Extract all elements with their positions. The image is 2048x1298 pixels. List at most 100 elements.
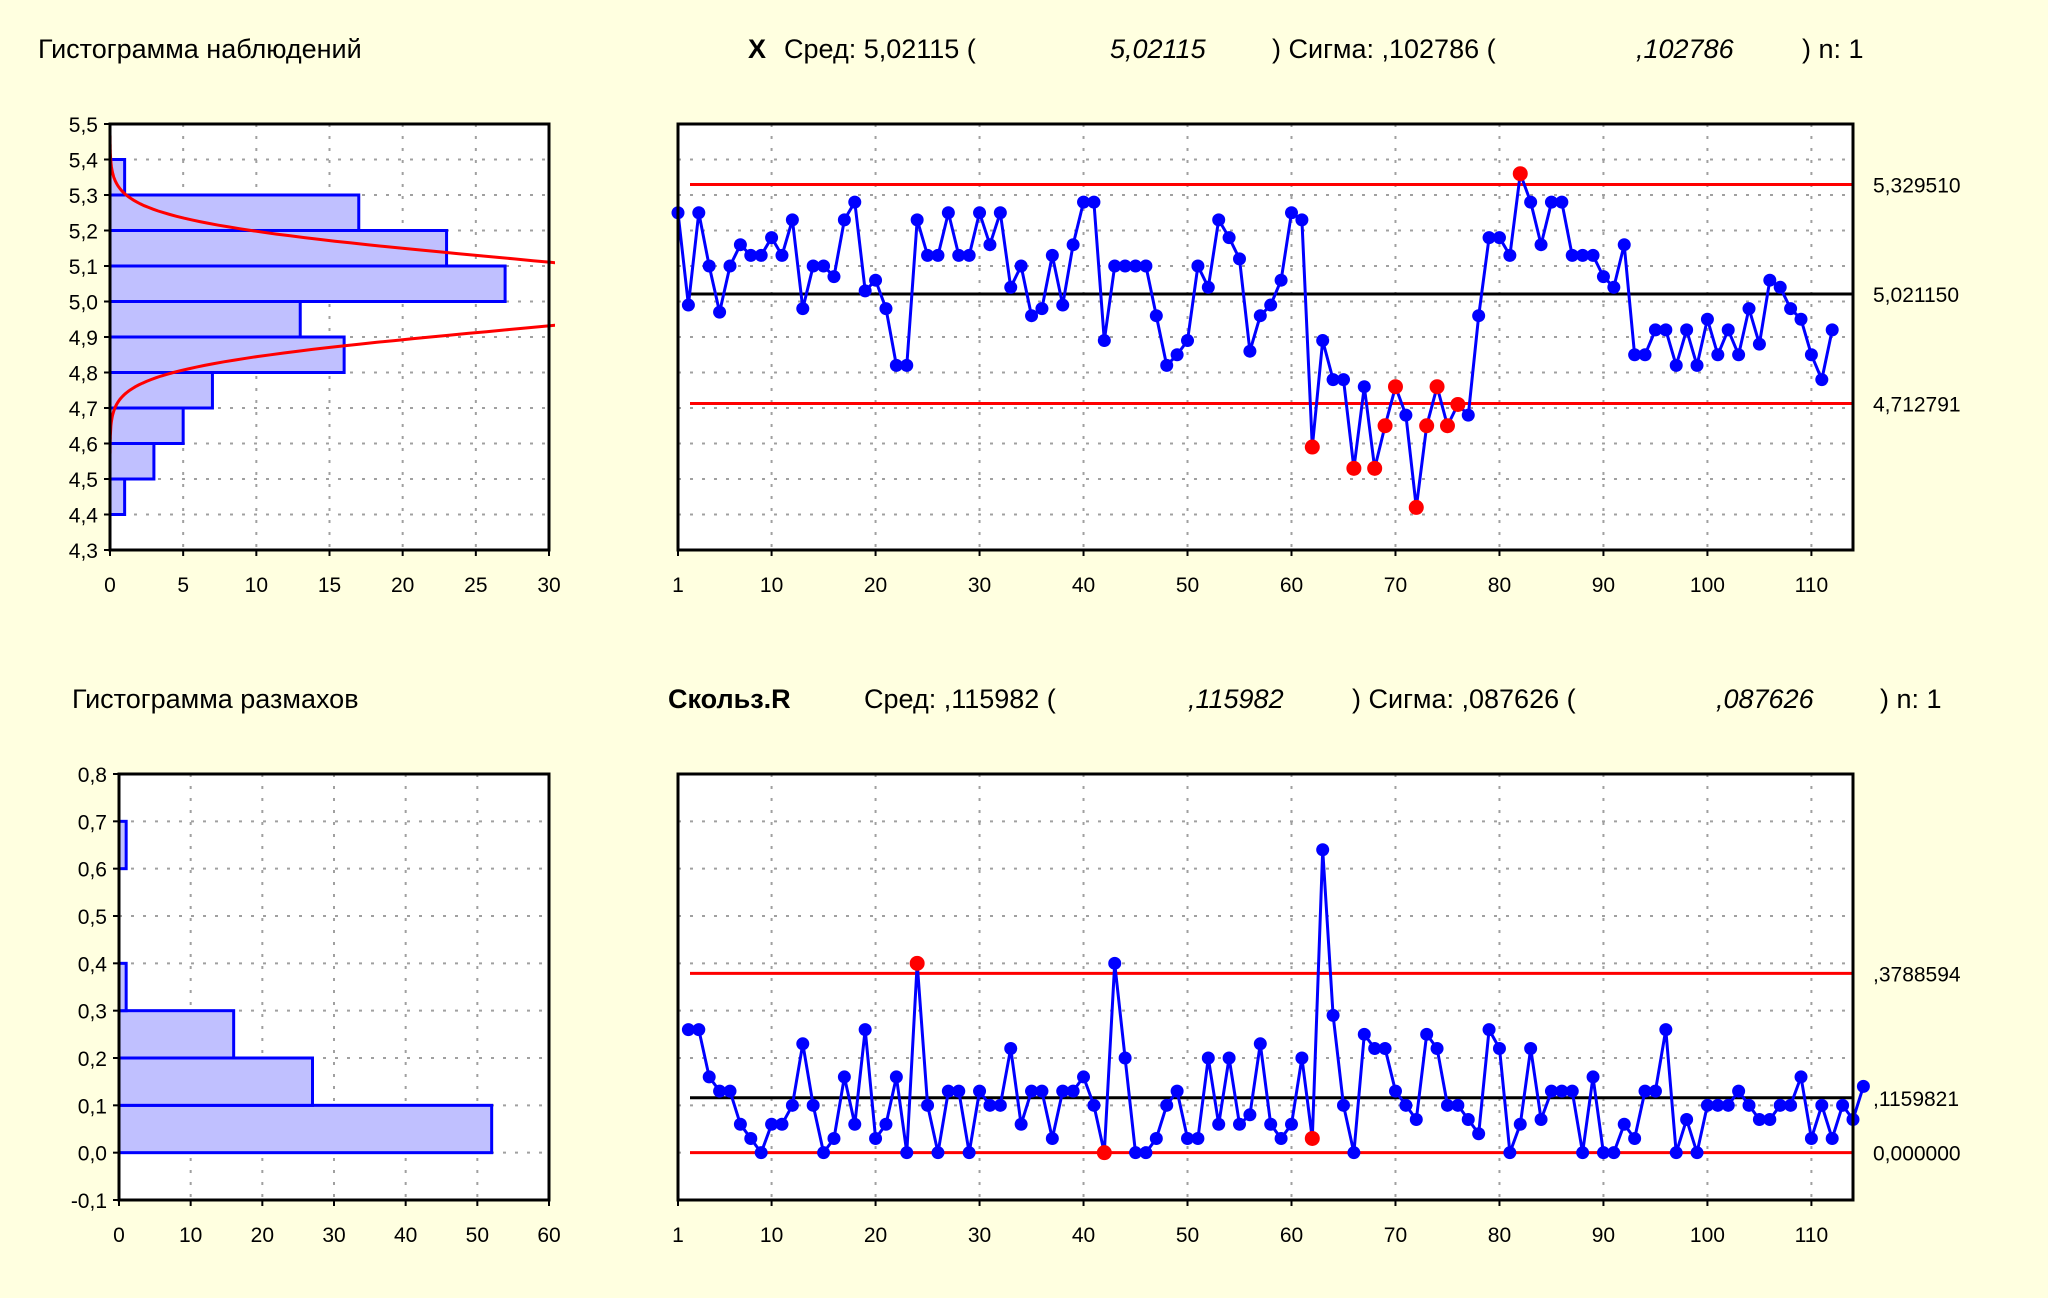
top-x-chart-data-point	[1118, 259, 1132, 273]
bottom-r-chart-xtick-label: 110	[1795, 1224, 1828, 1247]
bottom-r-chart-data-point	[1451, 1098, 1465, 1112]
bottom-r-chart-data-point	[1784, 1098, 1798, 1112]
bottom-r-chart-data-point	[848, 1117, 862, 1131]
top-x-chart-xtick-label: 60	[1280, 574, 1303, 597]
top-x-chart-data-point	[1534, 238, 1548, 252]
top-x-chart-data-point	[1004, 280, 1018, 294]
bottom-r-chart-data-point	[1586, 1070, 1600, 1084]
bottom-r-chart-data-point	[931, 1146, 945, 1160]
top-chart-name: X	[748, 34, 766, 64]
bottom-r-chart-data-point	[869, 1131, 883, 1145]
bottom-r-chart-data-point	[1077, 1070, 1091, 1084]
top-histogram-ytick-label: 4,4	[69, 505, 99, 528]
top-histogram-bar	[108, 193, 361, 232]
bottom-r-chart-data-point	[1014, 1117, 1028, 1131]
bottom-r-chart-data-point	[1056, 1084, 1070, 1098]
bottom-r-chart-xtick-label: 100	[1690, 1224, 1725, 1247]
bottom-r-chart-data-point	[692, 1023, 706, 1037]
bottom-r-chart-data-point	[1295, 1051, 1309, 1065]
top-x-chart-data-point	[1482, 231, 1496, 245]
top-x-chart-data-point	[1544, 195, 1558, 209]
top-x-chart-data-point	[1586, 248, 1600, 262]
bottom-r-chart-data-point	[1118, 1051, 1132, 1065]
top-x-chart-data-point	[1077, 195, 1091, 209]
bottom-r-chart-data-point	[796, 1037, 810, 1051]
bottom-r-chart-data-point	[1721, 1098, 1735, 1112]
top-x-chart-data-point	[1326, 373, 1340, 387]
bottom-r-chart-data-point	[1565, 1084, 1579, 1098]
top-mean-italic: 5,02115	[1110, 34, 1207, 64]
top-x-chart-data-point	[733, 238, 747, 252]
bottom-r-chart-data-point	[1596, 1146, 1610, 1160]
top-x-chart-out-of-control-point	[1439, 418, 1455, 434]
top-x-chart-data-point	[785, 213, 799, 227]
top-histogram-xtick-label: 25	[464, 574, 487, 597]
top-x-chart-data-point	[1825, 323, 1839, 337]
top-x-chart-data-point	[1524, 195, 1538, 209]
bottom-histogram-ytick-label: 0,7	[78, 811, 107, 834]
top-x-chart-xtick-label: 20	[864, 574, 887, 597]
top-x-chart-data-point	[973, 206, 987, 220]
top-x-chart-xtick-label: 10	[760, 574, 783, 597]
top-x-chart-frame	[676, 122, 1855, 552]
bottom-r-chart-data-point	[1492, 1042, 1506, 1056]
top-x-chart-data-point	[952, 248, 966, 262]
top-histogram-xtick-label: 5	[177, 574, 189, 597]
bottom-r-chart-data-point	[1284, 1117, 1298, 1131]
top-x-chart-out-of-control-point	[1408, 499, 1424, 515]
bottom-histogram-xtick-label: 40	[394, 1224, 417, 1247]
bottom-r-chart-data-point	[1430, 1042, 1444, 1056]
bottom-r-chart-data-point	[962, 1146, 976, 1160]
top-x-chart-data-point	[1014, 259, 1028, 273]
top-histogram-ytick-label: 4,6	[69, 434, 98, 457]
top-x-chart-out-of-control-point	[1387, 379, 1403, 395]
bottom-r-chart-data-point	[1555, 1084, 1569, 1098]
top-x-chart-data-point	[1669, 358, 1683, 372]
top-x-chart-data-point	[723, 259, 737, 273]
top-x-chart-data-point	[931, 248, 945, 262]
bottom-r-chart-data-point	[1420, 1027, 1434, 1041]
bottom-histogram-xtick-label: 20	[251, 1224, 274, 1247]
top-x-chart-data-point	[1565, 248, 1579, 262]
top-x-chart-data-point	[806, 259, 820, 273]
top-x-chart-data-point	[1160, 358, 1174, 372]
bottom-r-chart-data-point	[817, 1146, 831, 1160]
bottom-histogram-ytick-label: 0,0	[78, 1143, 107, 1166]
top-x-chart-data-point	[889, 358, 903, 372]
top-x-chart-data-point	[1794, 312, 1808, 326]
bottom-histogram-xtick-label: 30	[322, 1224, 345, 1247]
bottom-r-chart-data-point	[1607, 1146, 1621, 1160]
top-x-chart-data-point	[1503, 248, 1517, 262]
bottom-mean-label: Сред: ,115982 (	[864, 684, 1056, 714]
bottom-r-chart-data-point	[1524, 1042, 1538, 1056]
bottom-r-chart-data-point	[1669, 1146, 1683, 1160]
top-x-chart-limit-label: 5,329510	[1873, 175, 1961, 198]
bottom-sigma-label: ) Сигма: ,087626 (	[1352, 684, 1576, 714]
top-x-chart-data-point	[765, 231, 779, 245]
bottom-r-chart-data-point	[827, 1131, 841, 1145]
bottom-histogram-xtick-label: 10	[179, 1224, 202, 1247]
bottom-r-chart-xtick-label: 80	[1488, 1224, 1511, 1247]
top-histogram: 4,3 4,4 4,5 4,6 4,7 4,8 4,9 5,0 5,1 5,2 5,3 5,4 5,5 0…	[69, 114, 561, 597]
bottom-histogram-frame	[117, 772, 551, 1202]
bottom-r-chart-xtick-label: 30	[968, 1224, 991, 1247]
top-x-chart-data-point	[1492, 231, 1506, 245]
bottom-r-chart-data-point	[1513, 1117, 1527, 1131]
bottom-r-chart-xtick-label: 90	[1592, 1224, 1615, 1247]
top-x-chart-data-point	[1129, 259, 1143, 273]
bottom-r-chart-data-point	[1066, 1084, 1080, 1098]
top-x-chart-data-point	[962, 248, 976, 262]
top-histogram-bar	[108, 477, 127, 516]
top-sigma-label: ) Сигма: ,102786 (	[1272, 34, 1496, 64]
bottom-r-chart-data-point	[1170, 1084, 1184, 1098]
top-x-chart-xtick-label: 30	[968, 574, 991, 597]
bottom-r-chart-data-point	[1347, 1146, 1361, 1160]
bottom-r-chart-data-point	[837, 1070, 851, 1084]
top-x-chart-data-point	[713, 305, 727, 319]
bottom-r-chart-data-point	[1732, 1084, 1746, 1098]
bottom-r-chart-data-point	[1399, 1098, 1413, 1112]
top-x-chart-data-point	[702, 259, 716, 273]
top-x-chart-data-point	[827, 270, 841, 284]
